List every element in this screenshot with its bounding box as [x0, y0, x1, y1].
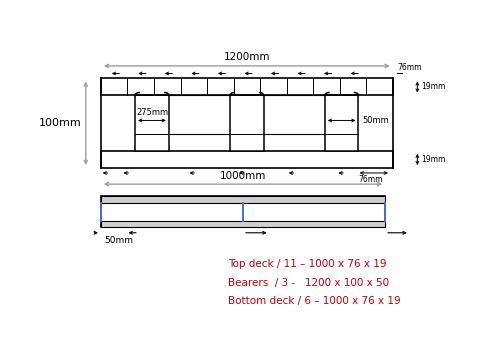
Text: 50mm: 50mm: [362, 116, 388, 125]
Bar: [101, 221, 385, 227]
Text: 1000mm: 1000mm: [220, 171, 265, 180]
Bar: [324, 95, 358, 151]
Text: Bottom deck / 6 – 1000 x 76 x 19: Bottom deck / 6 – 1000 x 76 x 19: [227, 296, 400, 306]
Bar: [101, 196, 385, 203]
Text: 19mm: 19mm: [420, 82, 445, 91]
Text: 76mm: 76mm: [397, 63, 421, 72]
Text: 275mm: 275mm: [136, 108, 168, 117]
Bar: [101, 151, 392, 168]
Text: 100mm: 100mm: [39, 118, 82, 128]
Text: 50mm: 50mm: [104, 236, 133, 245]
Bar: [101, 196, 385, 227]
Text: Bearers  / 3 -   1200 x 100 x 50: Bearers / 3 - 1200 x 100 x 50: [227, 278, 388, 287]
Bar: [135, 95, 168, 151]
Bar: [101, 78, 392, 95]
Bar: [229, 95, 263, 151]
Text: Top deck / 11 – 1000 x 76 x 19: Top deck / 11 – 1000 x 76 x 19: [227, 260, 386, 269]
Text: 19mm: 19mm: [420, 155, 445, 164]
Text: 1200mm: 1200mm: [223, 52, 269, 62]
Text: 76mm: 76mm: [358, 175, 382, 184]
